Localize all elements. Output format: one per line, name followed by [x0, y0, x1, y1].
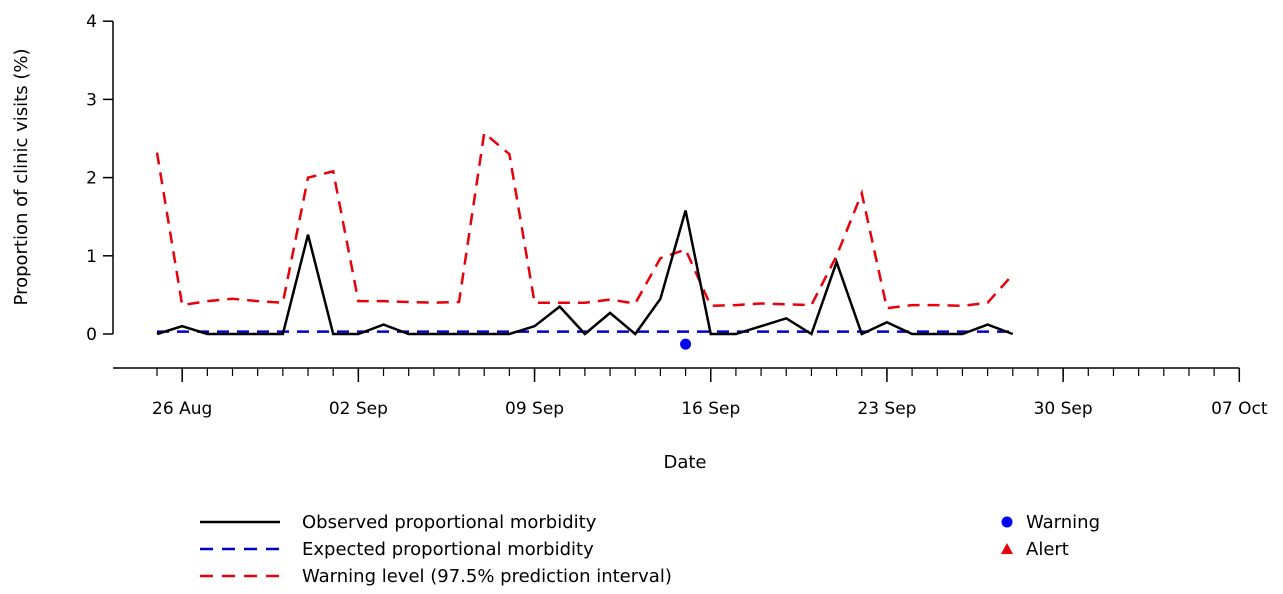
warning-marker-0: [680, 338, 692, 350]
x-tick-label: 09 Sep: [505, 399, 564, 419]
x-tick-label: 02 Sep: [329, 399, 388, 419]
legend-line-label-0: Observed proportional morbidity: [302, 512, 597, 533]
legend-warning-symbol: [1001, 516, 1013, 528]
x-tick-label: 23 Sep: [857, 399, 916, 419]
legend-symbol-label-0: Warning: [1026, 512, 1100, 533]
y-tick-label-0: 0: [86, 325, 97, 345]
series-line-2: [155, 130, 1014, 310]
legend-line-label-2: Warning level (97.5% prediction interval…: [302, 566, 672, 587]
x-tick-label: 16 Sep: [681, 399, 740, 419]
series-line-0: [156, 210, 1014, 336]
axes: 0 1 2 3 4 26 Aug 02 Sep 09 Sep 16 Sep 23 Sep 30 Se…: [86, 12, 1268, 419]
x-tick-label: 26 Aug: [152, 399, 212, 419]
y-tick-label-1: 1: [86, 247, 97, 267]
legend-line-label-1: Expected proportional morbidity: [302, 539, 594, 560]
legend-alert-symbol: [1001, 543, 1013, 554]
legend-symbol-label-1: Alert: [1026, 539, 1069, 560]
y-tick-label-3: 3: [86, 90, 97, 110]
x-tick-label: 30 Sep: [1034, 399, 1093, 419]
y-tick-label-2: 2: [86, 169, 97, 189]
legend: Observed proportional morbidity Expected …: [200, 512, 1100, 587]
series-lines: [155, 130, 1014, 336]
x-axis-title: Date: [663, 452, 706, 473]
y-tick-label-4: 4: [86, 12, 97, 32]
y-axis-title: Proportion of clinic visits (%): [11, 49, 32, 306]
markers: [680, 338, 692, 350]
x-tick-label: 07 Oct: [1211, 399, 1268, 419]
